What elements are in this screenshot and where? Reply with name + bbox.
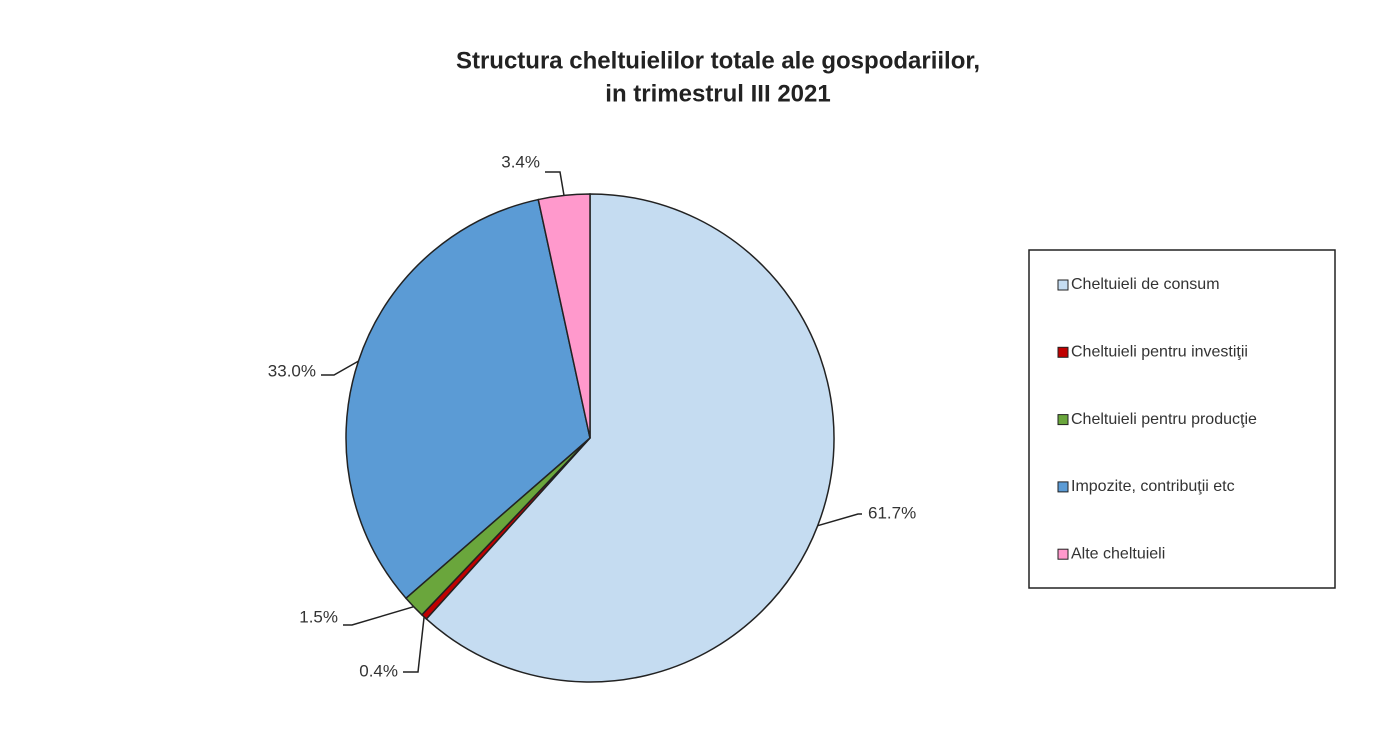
leader-line [817,513,862,527]
pie-slice [345,198,591,600]
chart-title: Structura cheltuielilor totale ale gospo… [456,47,980,74]
data-label: 0.4% [359,661,398,680]
leader-line [403,616,425,673]
legend-swatch [1057,481,1069,493]
legend-label: Cheltuieli de consum [1071,276,1220,293]
data-label: 33.0% [268,361,316,380]
data-label: 1.5% [299,607,338,626]
leader-line [343,605,414,626]
pie-slice [425,193,835,683]
legend-swatch [1057,548,1069,560]
legend-box [1028,249,1336,589]
legend-swatch [1057,414,1069,426]
chart-title: in trimestrul III 2021 [605,80,830,107]
legend-label: Cheltuieli pentru producţie [1071,411,1257,428]
legend-label: Cheltuieli pentru investiţii [1071,344,1248,361]
legend-label: Impozite, contribuţii etc [1071,478,1235,495]
pie-slice [537,193,591,439]
data-label: 61.7% [868,503,916,522]
legend-swatch [1057,279,1069,291]
legend-label: Alte cheltuieli [1071,545,1165,562]
leader-line [321,360,359,376]
leader-line [545,171,565,196]
data-label: 3.4% [501,152,540,171]
legend-swatch [1057,346,1069,358]
